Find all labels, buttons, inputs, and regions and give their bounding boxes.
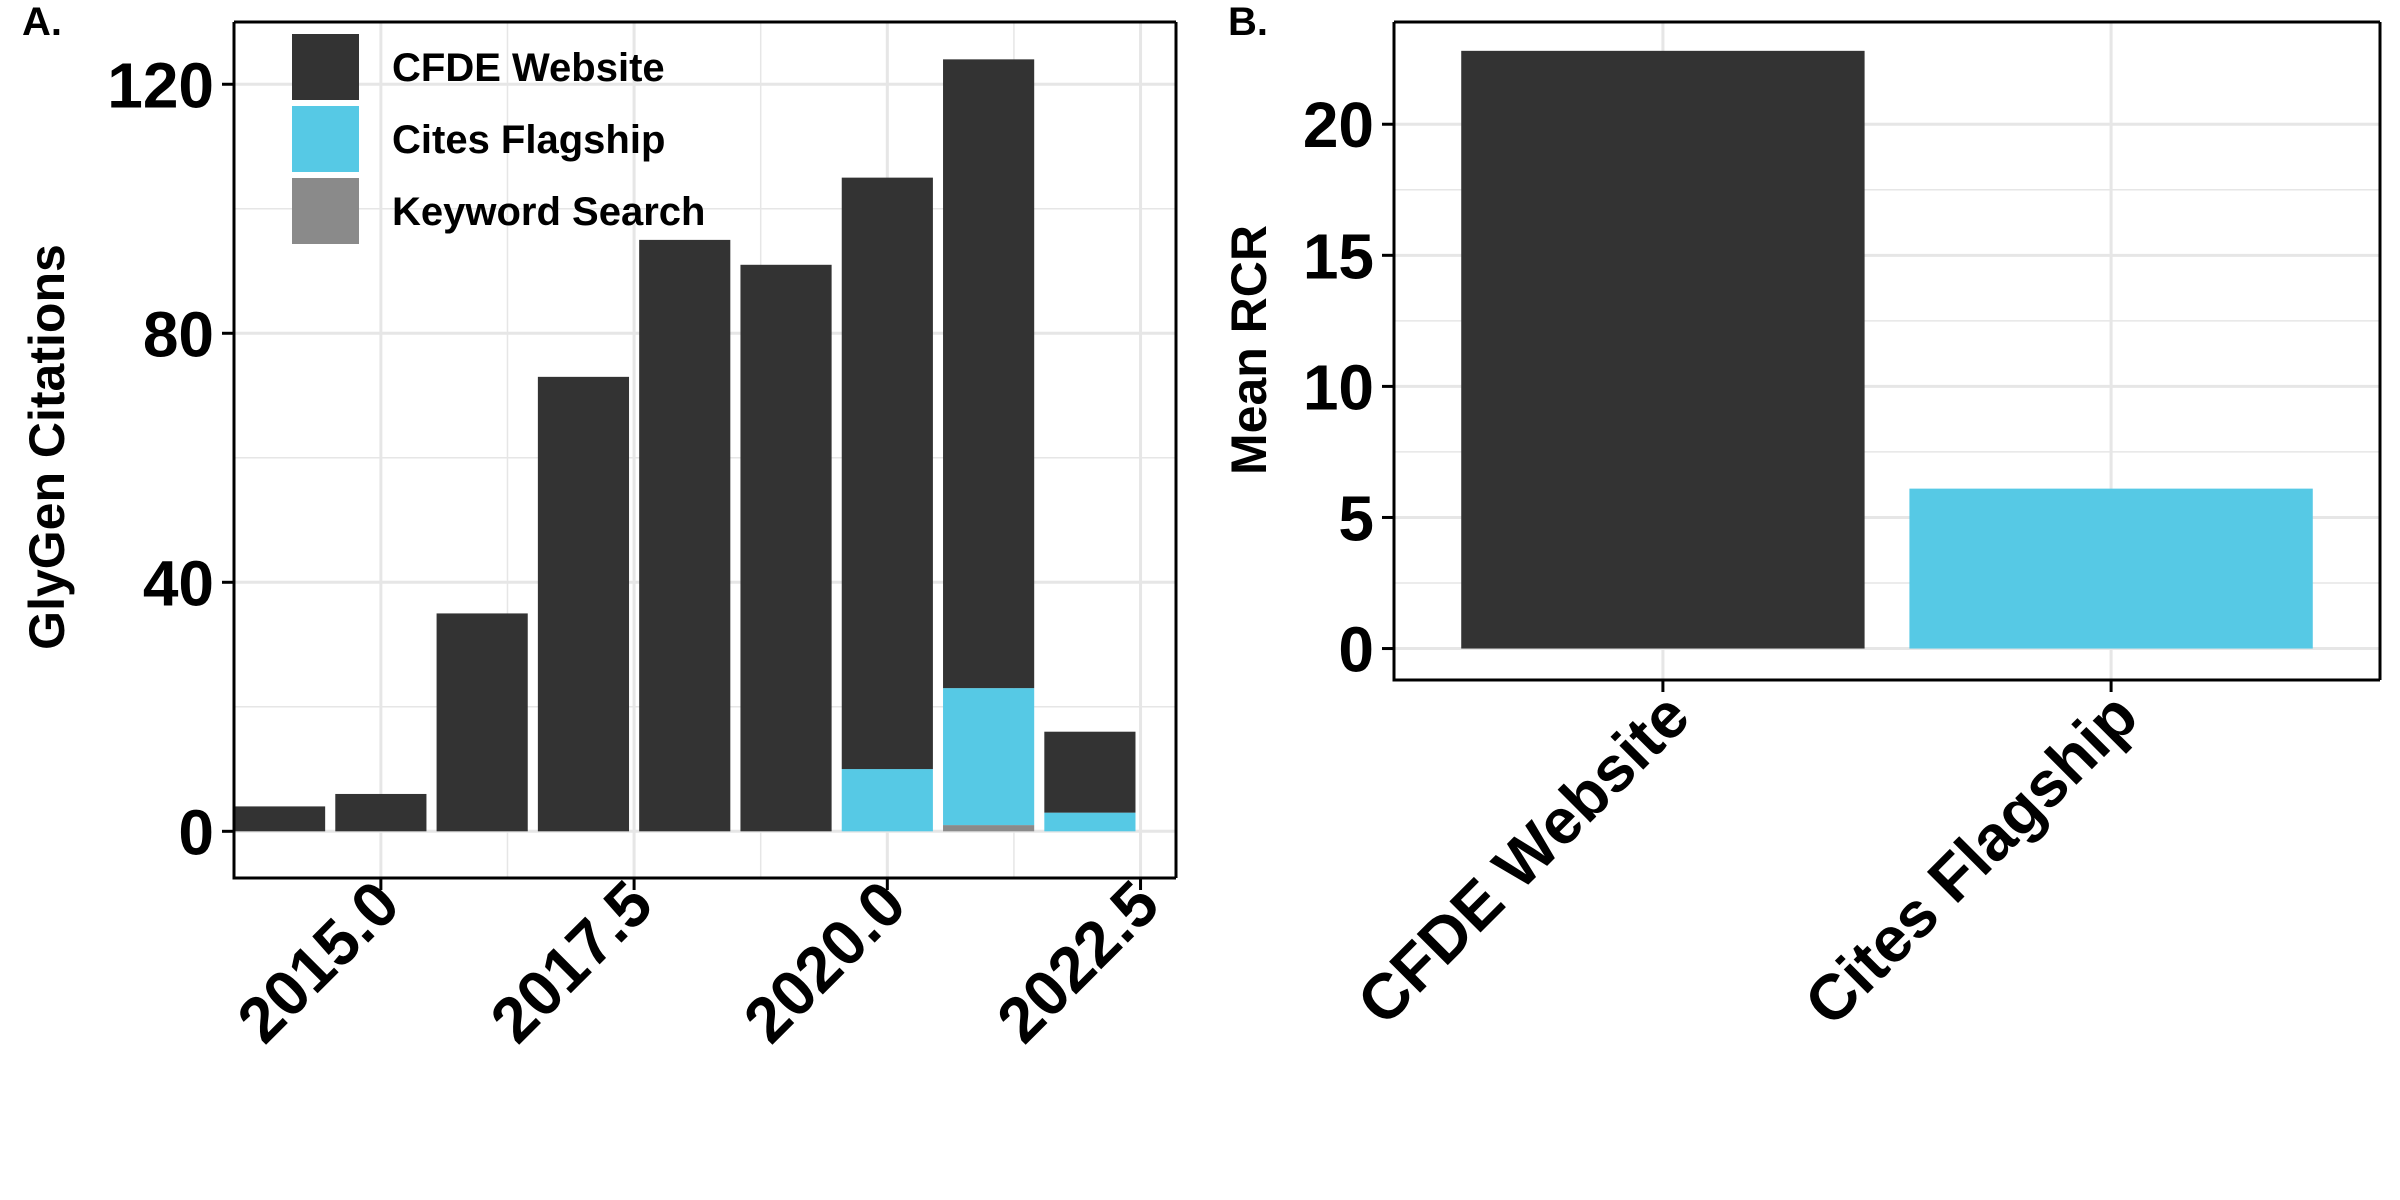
panel-b-y-axis-title: Mean RCR [1221, 225, 1277, 475]
panel-b-bars [1461, 50, 2313, 649]
panel-a-y-tick-label: 40 [143, 547, 214, 619]
legend-label-keyword-search: Keyword Search [392, 190, 705, 234]
bar-cfde-website-2018 [639, 239, 731, 832]
bar-keyword-search-2021 [943, 825, 1035, 832]
legend-swatch-keyword-search [292, 178, 359, 244]
panel-a-label: A. [22, 0, 62, 44]
legend-label-cfde-website: CFDE Website [392, 46, 665, 90]
legend-swatch-cfde-website [292, 34, 359, 100]
panel-b-label: B. [1228, 0, 1268, 44]
panel-a-axes [232, 20, 1178, 880]
panel-b-y-tick-label: 0 [1338, 614, 1374, 686]
panel-a-y-ticks: 0 40 80 120 [107, 49, 234, 868]
bar-cfde-website-2020 [841, 177, 933, 770]
bar-cfde-website [1461, 50, 1865, 649]
bar-cites-flagship-2020 [841, 769, 933, 832]
bar-cites-flagship-2021 [943, 688, 1035, 826]
panel-b-y-ticks: 0 5 10 15 20 [1303, 89, 1394, 686]
bar-cfde-website-2015 [335, 793, 427, 832]
panel-a-y-tick-label: 80 [143, 298, 214, 370]
panel-a-y-axis-title: GlyGen Citations [19, 244, 75, 650]
panel-a-y-tick-label: 120 [107, 49, 214, 121]
bar-cites-flagship-2022 [1044, 812, 1136, 832]
panel-b-y-tick-label: 20 [1303, 89, 1374, 161]
bar-cites-flagship [1909, 488, 2313, 649]
panel-b-axes [1392, 20, 2382, 682]
bar-cfde-website-2014 [234, 806, 326, 832]
panel-a-legend: CFDE Website Cites Flagship Keyword Search [292, 34, 705, 244]
legend-label-cites-flagship: Cites Flagship [392, 118, 665, 162]
legend-swatch-cites-flagship [292, 106, 359, 172]
bar-cfde-website-2016 [436, 613, 528, 832]
bar-cfde-website-2019 [740, 264, 832, 832]
panel-b-y-tick-label: 10 [1303, 351, 1374, 423]
panel-b-y-tick-label: 5 [1338, 482, 1374, 554]
bar-cfde-website-2022 [1044, 731, 1136, 813]
panel-a-y-tick-label: 0 [178, 796, 214, 868]
panel-b-y-tick-label: 15 [1303, 220, 1374, 292]
bar-cfde-website-2017 [537, 376, 630, 832]
bar-cfde-website-2021 [943, 59, 1035, 689]
panel-a-bars [234, 59, 1136, 832]
